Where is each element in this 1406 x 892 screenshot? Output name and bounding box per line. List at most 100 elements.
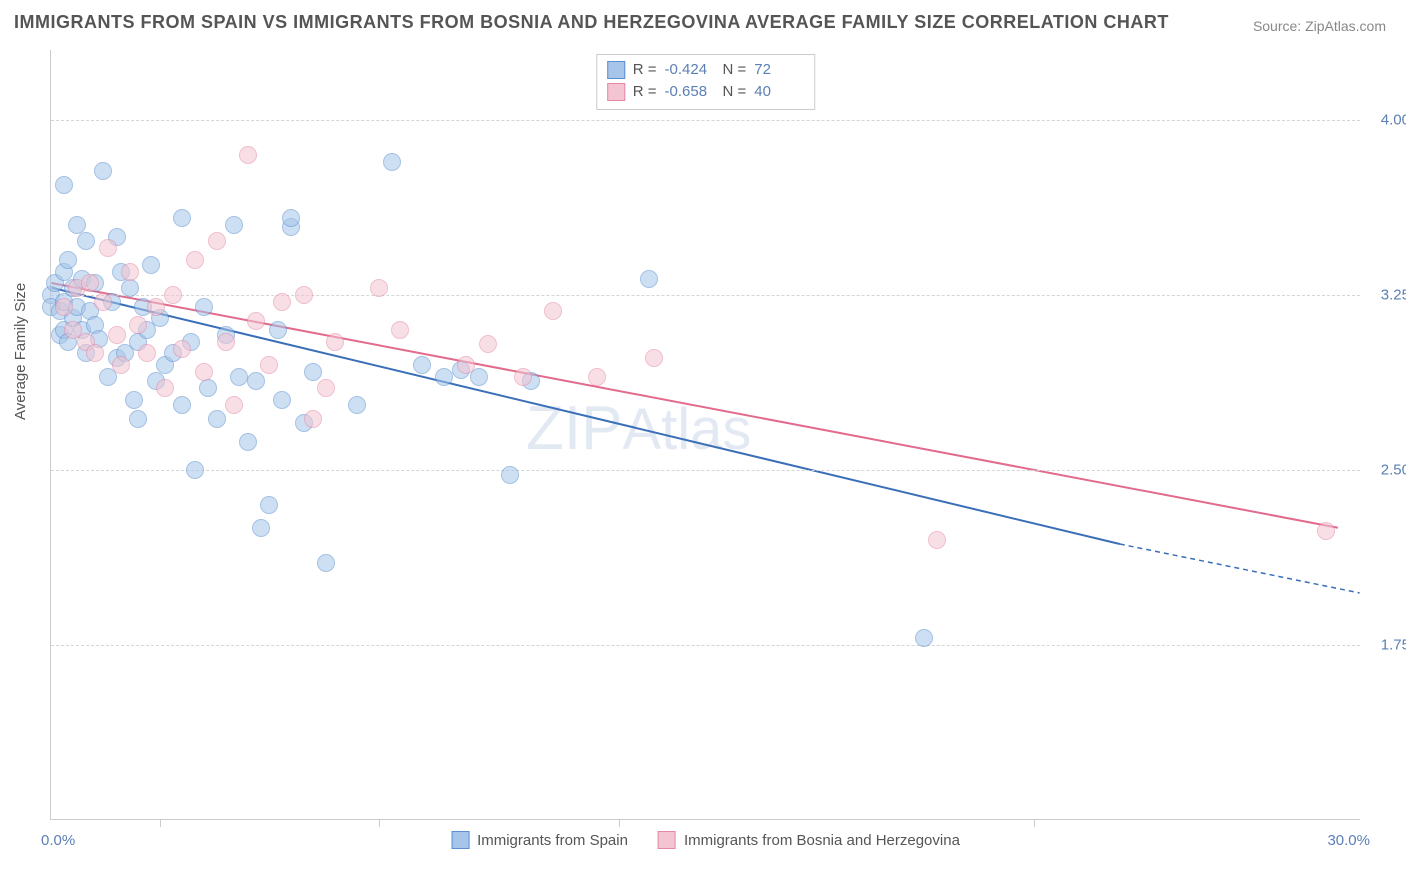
data-point xyxy=(269,321,287,339)
data-point xyxy=(55,298,73,316)
n-label: N = xyxy=(723,81,747,103)
r-value-spain: -0.424 xyxy=(665,59,715,81)
data-point xyxy=(125,391,143,409)
x-axis-start-label: 0.0% xyxy=(41,832,75,849)
gridline xyxy=(51,645,1360,646)
data-point xyxy=(68,216,86,234)
data-point xyxy=(588,368,606,386)
data-point xyxy=(457,356,475,374)
y-tick-label: 1.75 xyxy=(1365,637,1406,654)
data-point xyxy=(112,356,130,374)
data-point xyxy=(173,209,191,227)
data-point xyxy=(99,239,117,257)
data-point xyxy=(129,316,147,334)
data-point xyxy=(260,496,278,514)
data-point xyxy=(645,349,663,367)
data-point xyxy=(55,176,73,194)
data-point xyxy=(147,298,165,316)
data-point xyxy=(77,232,95,250)
data-point xyxy=(391,321,409,339)
data-point xyxy=(173,396,191,414)
chart-title: IMMIGRANTS FROM SPAIN VS IMMIGRANTS FROM… xyxy=(14,12,1169,33)
n-value-bosnia: 40 xyxy=(754,81,804,103)
r-label: R = xyxy=(633,59,657,81)
data-point xyxy=(108,326,126,344)
data-point xyxy=(282,209,300,227)
data-point xyxy=(501,466,519,484)
data-point xyxy=(195,363,213,381)
n-label: N = xyxy=(723,59,747,81)
x-tick xyxy=(1034,819,1035,827)
data-point xyxy=(138,344,156,362)
data-point xyxy=(208,232,226,250)
y-tick-label: 4.00 xyxy=(1365,112,1406,129)
data-point xyxy=(304,363,322,381)
gridline xyxy=(51,295,1360,296)
data-point xyxy=(326,333,344,351)
gridline xyxy=(51,120,1360,121)
swatch-spain xyxy=(451,831,469,849)
data-point xyxy=(370,279,388,297)
legend-label: Immigrants from Spain xyxy=(477,832,628,849)
data-point xyxy=(208,410,226,428)
data-point xyxy=(199,379,217,397)
stats-row-bosnia: R = -0.658 N = 40 xyxy=(607,81,805,103)
data-point xyxy=(273,391,291,409)
data-point xyxy=(915,629,933,647)
n-value-spain: 72 xyxy=(754,59,804,81)
x-tick xyxy=(619,819,620,827)
swatch-bosnia xyxy=(607,83,625,101)
legend-item-bosnia: Immigrants from Bosnia and Herzegovina xyxy=(658,831,960,849)
data-point xyxy=(239,433,257,451)
data-point xyxy=(121,263,139,281)
data-point xyxy=(317,379,335,397)
data-point xyxy=(435,368,453,386)
gridline xyxy=(51,470,1360,471)
data-point xyxy=(304,410,322,428)
data-point xyxy=(217,333,235,351)
data-point xyxy=(81,274,99,292)
data-point xyxy=(129,410,147,428)
data-point xyxy=(164,286,182,304)
data-point xyxy=(186,461,204,479)
swatch-bosnia xyxy=(658,831,676,849)
data-point xyxy=(383,153,401,171)
chart-plot-area: ZIPAtlas R = -0.424 N = 72 R = -0.658 N … xyxy=(50,50,1360,820)
x-tick xyxy=(160,819,161,827)
trend-line xyxy=(51,283,1337,528)
data-point xyxy=(247,372,265,390)
x-axis-end-label: 30.0% xyxy=(1327,832,1370,849)
data-point xyxy=(121,279,139,297)
trend-line-extrapolated xyxy=(1120,544,1360,593)
legend-item-spain: Immigrants from Spain xyxy=(451,831,628,849)
data-point xyxy=(94,162,112,180)
data-point xyxy=(195,298,213,316)
y-tick-label: 3.25 xyxy=(1365,287,1406,304)
data-point xyxy=(86,344,104,362)
data-point xyxy=(260,356,278,374)
data-point xyxy=(413,356,431,374)
data-point xyxy=(544,302,562,320)
stats-legend-box: R = -0.424 N = 72 R = -0.658 N = 40 xyxy=(596,54,816,110)
data-point xyxy=(317,554,335,572)
data-point xyxy=(1317,522,1335,540)
data-point xyxy=(514,368,532,386)
stats-row-spain: R = -0.424 N = 72 xyxy=(607,59,805,81)
bottom-legend: Immigrants from Spain Immigrants from Bo… xyxy=(451,831,960,849)
x-tick xyxy=(379,819,380,827)
data-point xyxy=(348,396,366,414)
r-value-bosnia: -0.658 xyxy=(665,81,715,103)
y-axis-label: Average Family Size xyxy=(12,283,29,420)
data-point xyxy=(59,251,77,269)
swatch-spain xyxy=(607,61,625,79)
data-point xyxy=(225,216,243,234)
source-label: Source: ZipAtlas.com xyxy=(1253,18,1386,34)
data-point xyxy=(173,340,191,358)
data-point xyxy=(225,396,243,414)
y-tick-label: 2.50 xyxy=(1365,462,1406,479)
data-point xyxy=(247,312,265,330)
data-point xyxy=(239,146,257,164)
data-point xyxy=(94,293,112,311)
data-point xyxy=(273,293,291,311)
data-point xyxy=(479,335,497,353)
